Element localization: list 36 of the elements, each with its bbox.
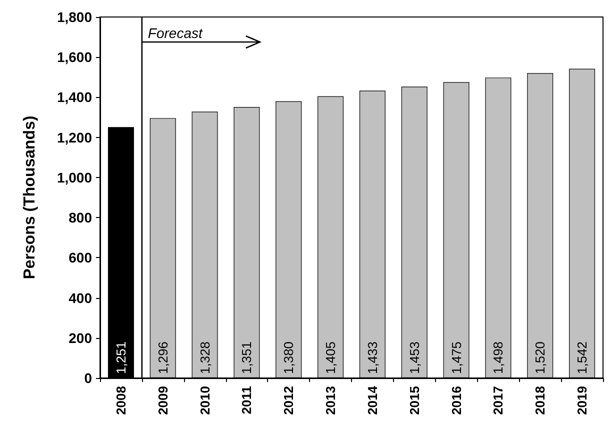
- y-tick-label: 1,600: [56, 49, 92, 66]
- x-tick-label: 2017: [490, 386, 506, 415]
- y-tick-label: 800: [68, 210, 92, 226]
- x-tick-label: 2014: [364, 385, 380, 415]
- data-label: 1,498: [490, 341, 506, 374]
- data-label: 1,380: [281, 341, 296, 374]
- data-label: 1,475: [448, 341, 464, 374]
- y-tick-label: 600: [68, 250, 92, 266]
- data-label: 1,520: [532, 341, 548, 374]
- y-axis-title: Persons (Thousands): [22, 116, 38, 280]
- x-tick-label: 2009: [155, 386, 170, 415]
- x-tick-label: 2012: [281, 386, 296, 415]
- x-tick-label: 2010: [197, 386, 212, 415]
- y-tick-label: 0: [84, 370, 92, 386]
- data-label: 1,351: [239, 341, 254, 374]
- data-label: 1,251: [113, 341, 128, 374]
- y-tick-label: 1,800: [56, 9, 92, 25]
- y-tick-label: 1,000: [56, 169, 92, 186]
- x-tick-label: 2018: [532, 386, 548, 415]
- data-label: 1,542: [574, 341, 590, 374]
- data-label: 1,328: [197, 341, 212, 374]
- data-label: 1,405: [323, 341, 338, 374]
- y-tick-label: 200: [68, 330, 92, 346]
- x-tick-label: 2016: [448, 386, 464, 415]
- annotation: Forecast: [148, 25, 204, 41]
- data-label: 1,433: [364, 341, 380, 374]
- y-tick-label: 1,400: [56, 89, 92, 106]
- x-tick-label: 2008: [113, 386, 128, 415]
- y-tick-label: 1,200: [56, 129, 92, 146]
- x-tick-label: 2015: [406, 386, 422, 415]
- x-tick-label: 2019: [574, 386, 590, 415]
- y-tick-label: 400: [68, 290, 92, 306]
- x-tick-label: 2013: [323, 386, 338, 415]
- data-label: 1,453: [406, 341, 422, 374]
- x-tick-label: 2011: [239, 386, 254, 414]
- data-label: 1,296: [155, 341, 170, 374]
